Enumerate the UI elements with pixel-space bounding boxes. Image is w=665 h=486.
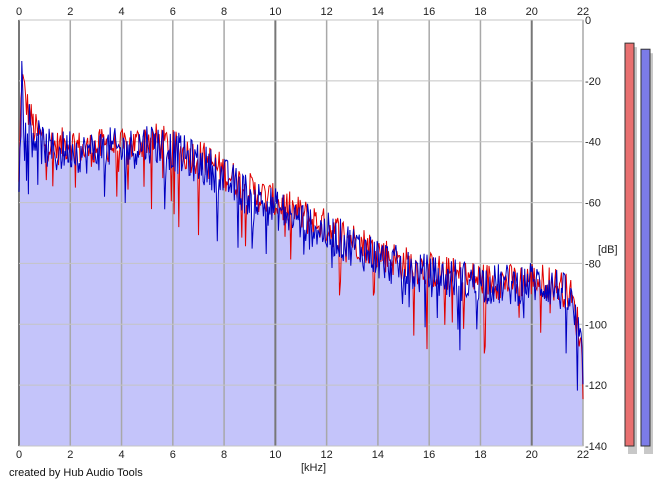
x-tick-label-top: 10 xyxy=(269,6,281,18)
y-tick-label: -120 xyxy=(585,380,607,392)
x-tick-label-bottom: 8 xyxy=(221,449,227,461)
x-tick-label-top: 20 xyxy=(526,6,538,18)
x-tick-label-top: 18 xyxy=(474,6,486,18)
y-tick-label: -100 xyxy=(585,319,607,331)
spectrum-line-2 xyxy=(18,60,584,391)
y-tick-label: -40 xyxy=(585,137,601,149)
y-tick-label: -140 xyxy=(585,441,607,453)
y-axis-unit: [dB] xyxy=(598,244,618,256)
x-tick-label-top: 4 xyxy=(118,6,124,18)
tick-layer: 002244668810101212141416161818202022220-… xyxy=(16,6,607,461)
x-tick-label-bottom: 0 xyxy=(16,449,22,461)
x-tick-label-top: 22 xyxy=(577,6,589,18)
x-tick-label-top: 0 xyxy=(16,6,22,18)
x-tick-label-top: 2 xyxy=(67,6,73,18)
level-meter-2 xyxy=(640,48,651,447)
level-meter-1 xyxy=(624,42,635,447)
x-tick-label-bottom: 2 xyxy=(67,449,73,461)
x-tick-label-top: 16 xyxy=(423,6,435,18)
spectrum-fill xyxy=(19,88,583,446)
x-tick-label-bottom: 20 xyxy=(526,449,538,461)
area-layer xyxy=(19,88,583,446)
x-tick-label-top: 14 xyxy=(372,6,384,18)
y-tick-label: -80 xyxy=(585,258,601,270)
x-tick-label-top: 6 xyxy=(170,6,176,18)
x-tick-label-bottom: 22 xyxy=(577,449,589,461)
credit-text: created by Hub Audio Tools xyxy=(9,467,143,479)
x-axis-unit: [kHz] xyxy=(301,462,326,474)
x-tick-label-bottom: 14 xyxy=(372,449,384,461)
x-tick-label-top: 12 xyxy=(321,6,333,18)
x-tick-label-bottom: 16 xyxy=(423,449,435,461)
x-tick-label-top: 8 xyxy=(221,6,227,18)
x-tick-label-bottom: 4 xyxy=(118,449,124,461)
series-layer xyxy=(18,60,584,400)
spectrum-line-1 xyxy=(18,74,584,400)
meter-layer xyxy=(624,42,653,454)
y-tick-label: 0 xyxy=(585,15,591,27)
y-tick-label: -60 xyxy=(585,198,601,210)
x-tick-label-bottom: 10 xyxy=(269,449,281,461)
x-tick-label-bottom: 6 xyxy=(170,449,176,461)
y-tick-label: -20 xyxy=(585,76,601,88)
x-tick-label-bottom: 12 xyxy=(321,449,333,461)
x-tick-label-bottom: 18 xyxy=(474,449,486,461)
